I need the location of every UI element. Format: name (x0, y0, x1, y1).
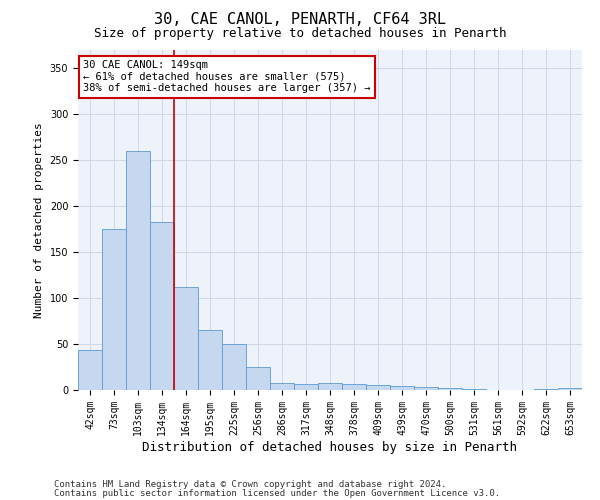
Bar (150, 222, 174, 390)
Bar (78, 350, 102, 390)
Bar (270, 382, 294, 390)
Bar (558, 388, 582, 390)
Bar (534, 389, 558, 390)
Bar (414, 387, 438, 390)
Bar (126, 151, 150, 390)
Bar (462, 389, 486, 390)
Bar (174, 287, 198, 390)
Text: 30, CAE CANOL, PENARTH, CF64 3RL: 30, CAE CANOL, PENARTH, CF64 3RL (154, 12, 446, 28)
Bar (102, 229, 126, 390)
Bar (366, 386, 390, 390)
Bar (318, 382, 342, 390)
X-axis label: Distribution of detached houses by size in Penarth: Distribution of detached houses by size … (143, 440, 517, 454)
Text: Contains public sector information licensed under the Open Government Licence v3: Contains public sector information licen… (54, 489, 500, 498)
Text: Contains HM Land Registry data © Crown copyright and database right 2024.: Contains HM Land Registry data © Crown c… (54, 480, 446, 489)
Text: Size of property relative to detached houses in Penarth: Size of property relative to detached ho… (94, 28, 506, 40)
Bar (222, 344, 246, 390)
Y-axis label: Number of detached properties: Number of detached properties (34, 122, 44, 318)
Bar (342, 384, 366, 390)
Bar (198, 330, 222, 390)
Bar (246, 367, 270, 390)
Bar (294, 384, 318, 390)
Text: 30 CAE CANOL: 149sqm
← 61% of detached houses are smaller (575)
38% of semi-deta: 30 CAE CANOL: 149sqm ← 61% of detached h… (83, 60, 371, 94)
Bar (438, 388, 462, 390)
Bar (390, 386, 414, 390)
